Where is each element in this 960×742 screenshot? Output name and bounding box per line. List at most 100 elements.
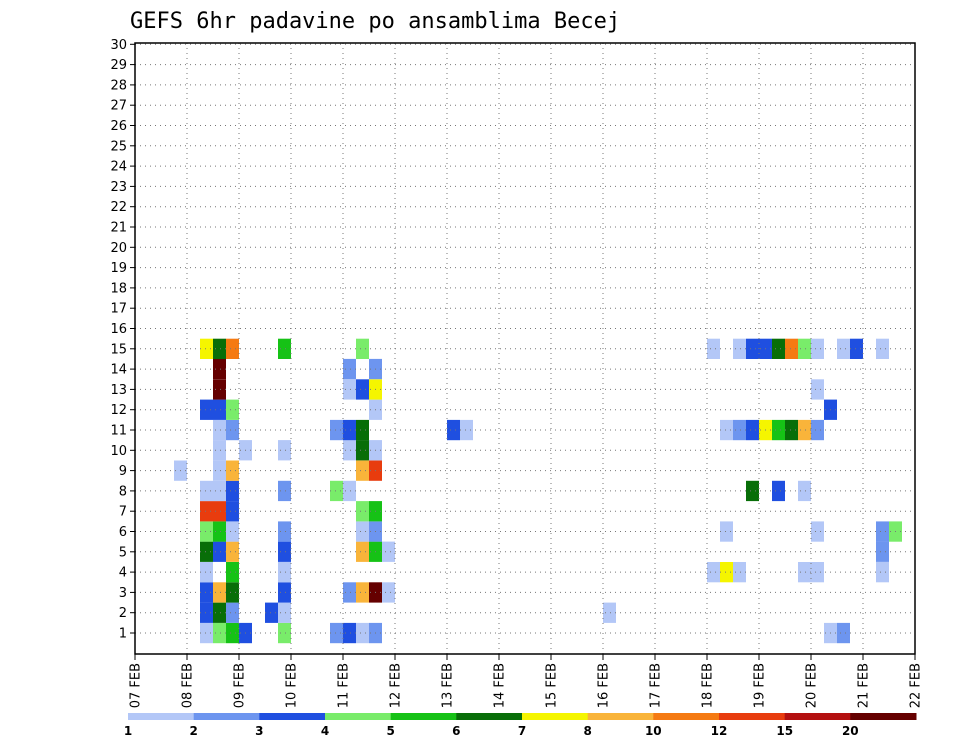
heatmap-cell — [330, 622, 343, 644]
heatmap-cell — [811, 379, 824, 400]
heatmap-cell — [226, 399, 239, 420]
heatmap-cell — [213, 399, 226, 420]
heatmap-cell — [200, 562, 213, 583]
heatmap-cell — [785, 338, 798, 359]
heatmap-cell — [278, 622, 291, 644]
heatmap-cell — [200, 582, 213, 603]
x-tick-label: 11 FEB — [337, 663, 352, 708]
heatmap-cell — [785, 419, 798, 441]
y-tick-label: 19 — [110, 261, 127, 276]
heatmap-cell — [772, 419, 785, 441]
y-tick-label: 4 — [119, 566, 127, 581]
x-tick-label: 09 FEB — [233, 663, 248, 708]
heatmap-cell — [707, 338, 720, 359]
heatmap-cell — [356, 379, 369, 400]
colorbar-swatch — [653, 713, 720, 720]
heatmap-cell — [837, 338, 850, 359]
heatmap-cell — [226, 622, 239, 644]
y-tick-label: 3 — [119, 586, 127, 601]
x-tick-label: 20 FEB — [805, 663, 820, 708]
x-tick-label: 13 FEB — [441, 663, 456, 708]
colorbar-label: 10 — [645, 724, 662, 738]
heatmap-cell — [278, 602, 291, 623]
heatmap-cell — [226, 460, 239, 481]
y-tick-label: 6 — [119, 525, 127, 540]
heatmap-cell — [733, 562, 746, 583]
heatmap-cell — [213, 521, 226, 542]
colorbar-swatch — [784, 713, 851, 720]
x-tick-label: 12 FEB — [389, 663, 404, 708]
heatmap-cell — [720, 521, 733, 542]
x-tick-label: 17 FEB — [649, 663, 664, 708]
heatmap-cell — [798, 562, 811, 583]
colorbar: 1 2 3 4 5 6 7 8 10 12 15 20 — [124, 713, 917, 738]
heatmap-cell — [837, 622, 850, 644]
heatmap-cell — [798, 480, 811, 502]
y-tick-label: 16 — [110, 322, 127, 337]
y-tick-label: 26 — [110, 119, 127, 134]
heatmap-cell — [200, 501, 213, 522]
heatmap-cell — [811, 419, 824, 441]
heatmap-cell — [278, 562, 291, 583]
heatmap-cell — [772, 480, 785, 502]
x-tick-label: 19 FEB — [753, 663, 768, 708]
heatmap-cell — [278, 541, 291, 562]
heatmap-cell — [200, 541, 213, 562]
x-tick-label: 21 FEB — [857, 663, 872, 708]
colorbar-swatch — [719, 713, 786, 720]
heatmap-cell — [356, 501, 369, 522]
heatmap-cell — [733, 419, 746, 441]
colorbar-swatch — [325, 713, 392, 720]
heatmap-cell — [213, 338, 226, 359]
heatmap-cell — [226, 541, 239, 562]
heatmap-cell — [330, 419, 343, 441]
heatmap-cell — [876, 541, 889, 562]
heatmap-cell — [200, 399, 213, 420]
heatmap-cell — [343, 622, 356, 644]
heatmap-cell — [798, 419, 811, 441]
heatmap-cell — [746, 480, 759, 502]
heatmap-cell — [356, 419, 369, 441]
colorbar-swatch — [128, 713, 195, 720]
colorbar-label: 8 — [584, 724, 592, 738]
y-tick-label: 22 — [110, 200, 127, 215]
y-tick-label: 28 — [110, 78, 127, 93]
heatmap-cell — [746, 338, 759, 359]
colorbar-label: 7 — [518, 724, 526, 738]
heatmap-cell — [330, 480, 343, 502]
heatmap-cell — [356, 622, 369, 644]
y-tick-label: 13 — [110, 383, 127, 398]
heatmap-cell — [707, 562, 720, 583]
heatmap-cell — [850, 338, 863, 359]
heatmap-cell — [733, 338, 746, 359]
heatmap-cell — [720, 419, 733, 441]
heatmap-cell — [226, 338, 239, 359]
heatmap-cell — [343, 480, 356, 502]
heatmap-cell — [278, 521, 291, 542]
heatmap-cell — [278, 440, 291, 461]
colorbar-label: 15 — [776, 724, 793, 738]
heatmap-cell — [343, 419, 356, 441]
heatmap-cell — [213, 358, 226, 380]
y-tick-label: 5 — [119, 545, 127, 560]
heatmap-cell — [811, 562, 824, 583]
y-tick-label: 24 — [110, 160, 127, 175]
chart-title: GEFS 6hr padavine po ansamblima Becej — [130, 9, 620, 34]
heatmap-cell — [213, 541, 226, 562]
heatmap-cell — [876, 338, 889, 359]
colorbar-label: 12 — [711, 724, 728, 738]
y-tick-label: 1 — [119, 627, 127, 642]
y-tick-label: 21 — [110, 221, 127, 236]
heatmap-cell — [356, 521, 369, 542]
x-tick-label: 08 FEB — [181, 663, 196, 708]
heatmap-cell — [265, 602, 278, 623]
y-tick-label: 2 — [119, 606, 127, 621]
colorbar-label: 3 — [255, 724, 263, 738]
heatmap-cell — [343, 358, 356, 380]
heatmap-cell — [226, 602, 239, 623]
heatmap-cell — [876, 521, 889, 542]
y-tick-label: 15 — [110, 342, 127, 357]
heatmap-cell — [213, 440, 226, 461]
heatmap-cell — [343, 582, 356, 603]
y-tick-label: 18 — [110, 281, 127, 296]
